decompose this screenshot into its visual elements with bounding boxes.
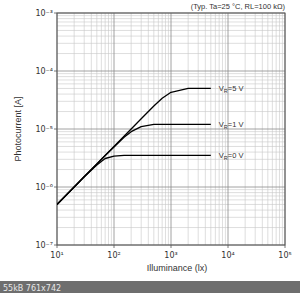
minor-grid (57, 13, 285, 245)
y-tick (54, 71, 57, 72)
chart: 10¹ 10² 10³ 10⁴ 10⁵ 10⁻⁷ 10⁻⁶ 10⁻⁵ 10⁻⁴ 10⁻³ Illum… (0, 0, 300, 293)
series-line (57, 124, 211, 204)
grid-line (57, 187, 285, 188)
y-tick (54, 187, 57, 188)
y-tick-label: 10⁻⁴ (35, 67, 53, 76)
x-tick (285, 245, 286, 248)
x-tick-label: 10⁴ (221, 251, 234, 260)
y-tick-label: 10⁻³ (35, 9, 53, 18)
series-label: VR=5 V (219, 84, 244, 94)
footer-bar (0, 281, 300, 293)
series-lines (57, 88, 211, 204)
label-rest: =1 V (228, 120, 244, 129)
x-axis-label: Illuminance (lx) (147, 263, 208, 273)
series-label: VR=0 V (219, 151, 244, 161)
x-tick (57, 245, 58, 248)
label-rest: =0 V (228, 151, 244, 160)
y-tick (54, 13, 57, 14)
y-tick-label: 10⁻⁷ (35, 241, 53, 250)
series-labels: VR=5 V VR=1 V VR=0 V (219, 84, 244, 161)
x-tick-label: 10⁵ (278, 251, 291, 260)
y-tick-label: 10⁻⁵ (35, 125, 53, 134)
series-line (57, 88, 211, 204)
x-tick-label: 10¹ (50, 251, 63, 260)
y-tick (54, 245, 57, 246)
background (0, 0, 300, 293)
label-rest: =5 V (228, 84, 244, 93)
annotation: 55kB 761x742 (3, 284, 61, 293)
series-line (57, 155, 211, 204)
x-tick-label: 10² (107, 251, 120, 260)
tick-labels: 10¹ 10² 10³ 10⁴ 10⁵ 10⁻⁷ 10⁻⁶ 10⁻⁵ 10⁻⁴ 10⁻³ (35, 9, 291, 260)
grid-line (57, 71, 285, 72)
title: (Typ. Ta=25 °C, RL=100 kΩ) (191, 2, 286, 11)
series-label: VR=1 V (219, 120, 244, 130)
y-axis-label: Photocurrent [A] (13, 96, 23, 161)
y-tick-label: 10⁻⁶ (35, 183, 53, 192)
x-tick (171, 245, 172, 248)
x-tick (228, 245, 229, 248)
major-grid (57, 13, 285, 245)
grid-line (57, 129, 285, 130)
x-tick (114, 245, 115, 248)
y-tick (54, 129, 57, 130)
plot-frame (57, 13, 285, 245)
x-tick-label: 10³ (164, 251, 177, 260)
